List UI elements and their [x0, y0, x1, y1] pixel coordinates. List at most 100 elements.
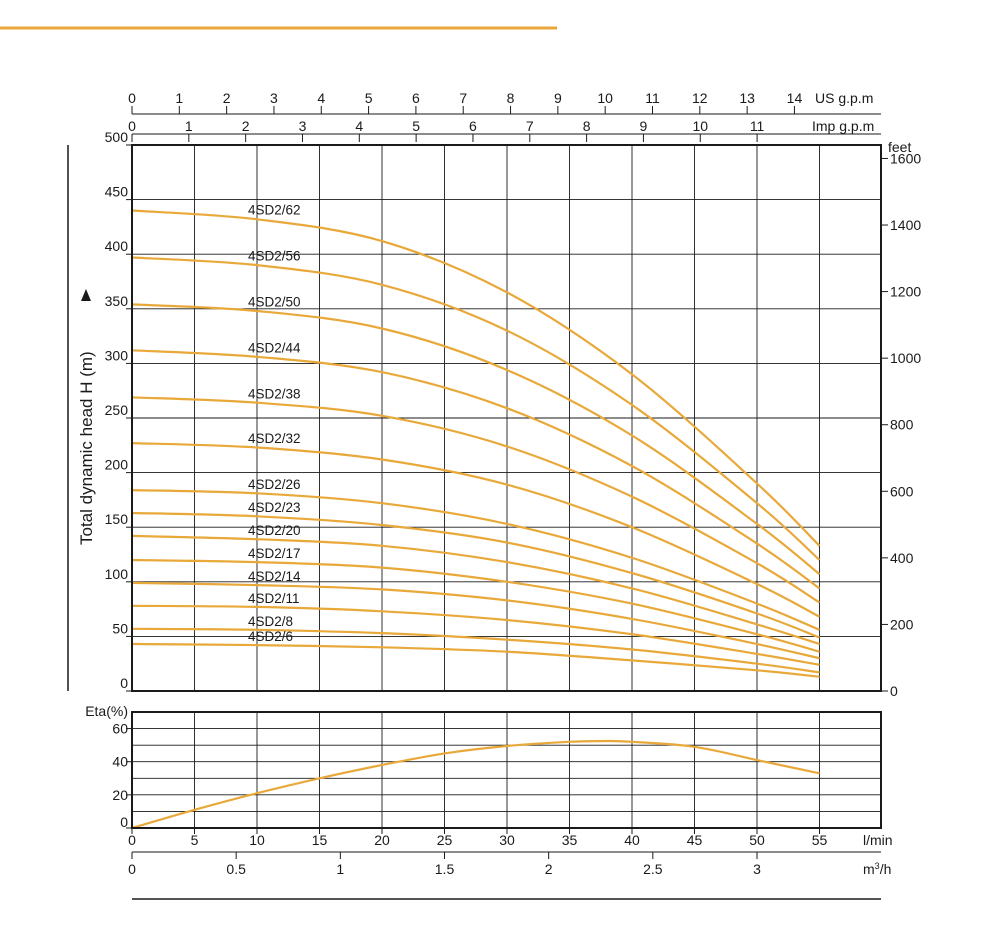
imp-gpm-tick-label: 1 [185, 118, 193, 134]
series-label: 4SD2/23 [248, 500, 301, 515]
efficiency-curve [131, 739, 820, 830]
imp-gpm-tick-label: 9 [640, 118, 648, 134]
y-tick-label: 250 [105, 402, 129, 418]
series-labels: 4SD2/62 4SD2/56 4SD2/50 4SD2/44 4SD2/38 4SD2/… [248, 203, 301, 644]
us-gpm-tick-label: 7 [459, 90, 467, 106]
eta-axis-title: Eta(%) [85, 703, 128, 719]
feet-tick-label: 200 [890, 616, 914, 632]
series-curve [131, 642, 820, 678]
series-curve [131, 396, 821, 604]
us-gpm-tick-label: 13 [739, 90, 755, 106]
x-tick-label: 30 [499, 832, 515, 848]
series-curve [131, 627, 820, 674]
eta-tick-label: 20 [112, 787, 128, 803]
series-curve [131, 442, 821, 618]
us-gpm-tick-label: 10 [597, 90, 613, 106]
us-gpm-tick-label: 8 [507, 90, 515, 106]
series-label: 4SD2/32 [248, 431, 301, 446]
y-tick-label: 350 [105, 293, 129, 309]
feet-tick-label: 800 [890, 417, 914, 433]
series-label: 4SD2/17 [248, 546, 301, 561]
efficiency-chart-frame [131, 711, 882, 829]
series-curve [131, 489, 820, 631]
us-gpm-tick-label: 14 [787, 90, 803, 106]
x-tick-label: 50 [749, 832, 765, 848]
y-tick-label: 400 [105, 238, 129, 254]
y-tick-label: 300 [105, 347, 129, 363]
series-label: 4SD2/11 [248, 591, 300, 606]
imp-gpm-tick-label: 10 [692, 118, 708, 134]
us-gpm-tick-label: 11 [645, 90, 660, 106]
m3h-tick-label: 1 [336, 861, 344, 877]
series-label: 4SD2/8 [248, 614, 293, 629]
series-curve [131, 349, 821, 590]
x-tick-label: 40 [624, 832, 640, 848]
us-gpm-tick-label: 6 [412, 90, 420, 106]
us-gpm-tick-label: 5 [365, 90, 373, 106]
y-tick-label: 50 [112, 620, 128, 636]
y-axis-title: Total dynamic head H (m) [77, 351, 96, 545]
series-curve [131, 511, 820, 639]
feet-tick-label: 400 [890, 550, 914, 566]
y2-axis-title: feet [888, 139, 911, 155]
series-label: 4SD2/20 [248, 523, 301, 538]
m3h-tick-label: 0.5 [226, 861, 246, 877]
m3h-tick-label: 2 [545, 861, 553, 877]
feet-tick-label: 600 [890, 483, 914, 499]
imp-gpm-tick-label: 11 [750, 118, 765, 134]
imp-gpm-tick-label: 5 [412, 118, 420, 134]
efficiency-grid [131, 712, 881, 828]
m3h-tick-label: 0 [128, 861, 136, 877]
series-label: 4SD2/62 [248, 203, 301, 218]
x-tick-label: 20 [374, 832, 390, 848]
imp-gpm-label: Imp g.p.m [812, 118, 874, 134]
series-curve [131, 534, 820, 646]
imp-gpm-tick-label: 6 [469, 118, 477, 134]
us-gpm-tick-label: 4 [317, 90, 325, 106]
y-tick-label: 200 [105, 457, 129, 473]
eta-tick-label: 40 [112, 754, 128, 770]
feet-tick-label: 1600 [890, 150, 921, 166]
m3h-tick-label: 1.5 [435, 861, 455, 877]
feet-axis: 0 200 400 600 800 1000 1200 1400 1600 [881, 150, 921, 699]
series-curve [131, 209, 821, 547]
series-label: 4SD2/44 [248, 340, 301, 355]
feet-tick-label: 1200 [890, 284, 921, 300]
x-tick-label: 45 [687, 832, 703, 848]
us-gpm-tick-label: 9 [554, 90, 562, 106]
feet-tick-label: 1000 [890, 350, 921, 366]
top-axes: US g.p.m Imp g.p.m 0 1 2 3 4 5 6 7 8 9 10 11 12 13 140… [128, 90, 881, 142]
m3h-tick-label: 2.5 [643, 861, 663, 877]
series-curve [131, 581, 820, 660]
x-tick-label: 0 [128, 832, 136, 848]
y-tick-label: 100 [105, 566, 129, 582]
y-tick-label: 450 [105, 184, 129, 200]
x-tick-label: 25 [437, 832, 453, 848]
series-curve [131, 303, 821, 576]
imp-gpm-tick-label: 2 [242, 118, 250, 134]
eta-tick-label: 60 [112, 721, 128, 737]
series-curve [131, 256, 821, 561]
us-gpm-tick-label: 2 [223, 90, 231, 106]
x-tick-label: 5 [191, 832, 199, 848]
series-label: 4SD2/26 [248, 477, 301, 492]
series-label: 4SD2/38 [248, 386, 301, 401]
x-tick-label: 35 [562, 832, 578, 848]
us-gpm-tick-label: 1 [175, 90, 183, 106]
us-gpm-tick-label: 0 [128, 90, 136, 106]
imp-gpm-tick-label: 4 [355, 118, 363, 134]
series-label: 4SD2/50 [248, 294, 301, 309]
series-label: 4SD2/56 [248, 249, 301, 264]
m3h-axis-title: m3/h [863, 861, 891, 877]
x-tick-label: 55 [812, 832, 828, 848]
feet-tick-label: 0 [890, 683, 898, 699]
series-label: 4SD2/6 [248, 629, 293, 644]
imp-gpm-tick-label: 0 [128, 118, 136, 134]
imp-gpm-tick-label: 7 [526, 118, 534, 134]
y-tick-label: 150 [105, 511, 129, 527]
imp-gpm-tick-label: 8 [583, 118, 591, 134]
series-curve [131, 604, 820, 666]
imp-gpm-tick-label: 3 [299, 118, 307, 134]
us-gpm-tick-label: 3 [270, 90, 278, 106]
